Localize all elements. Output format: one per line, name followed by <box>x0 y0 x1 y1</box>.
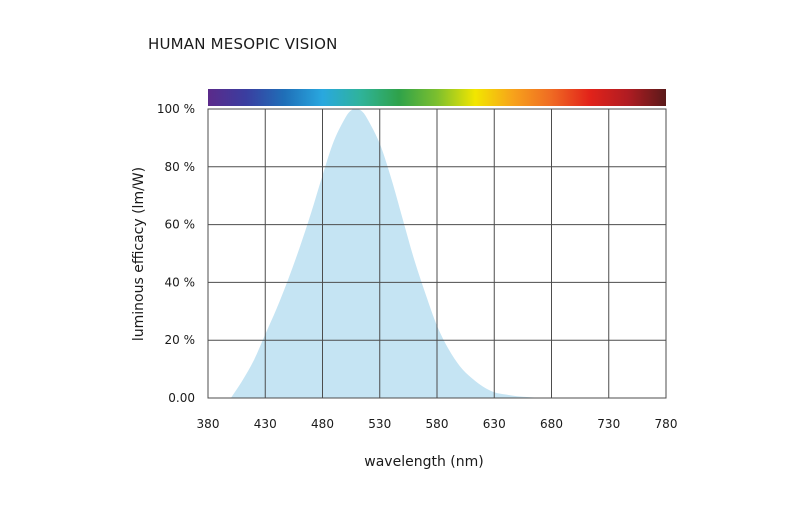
efficacy-area <box>230 108 552 398</box>
y-tick-label: 0.00 <box>168 391 195 405</box>
x-axis-label: wavelength (nm) <box>364 454 483 470</box>
x-tick-label: 430 <box>254 417 277 431</box>
x-tick-label: 730 <box>597 417 620 431</box>
x-tick-label: 380 <box>197 417 220 431</box>
spectrum-color-bar <box>208 89 666 106</box>
x-tick-label: 480 <box>311 417 334 431</box>
grid <box>208 109 666 398</box>
x-tick-label: 630 <box>483 417 506 431</box>
chart-title: HUMAN MESOPIC VISION <box>148 35 338 53</box>
x-tick-label: 680 <box>540 417 563 431</box>
y-tick-label: 80 % <box>165 160 196 174</box>
y-axis-label: luminous efficacy (lm/W) <box>131 167 147 341</box>
y-tick-label: 60 % <box>165 218 196 232</box>
y-tick-label: 40 % <box>165 275 196 289</box>
y-axis-ticks: 0.00 20 % 40 % 60 % 80 % 100 % <box>157 102 195 405</box>
x-axis-ticks: 380 430 480 530 580 630 680 730 780 <box>197 417 678 431</box>
x-tick-label: 580 <box>426 417 449 431</box>
y-tick-label: 20 % <box>165 333 196 347</box>
x-tick-label: 530 <box>368 417 391 431</box>
y-tick-label: 100 % <box>157 102 195 116</box>
x-tick-label: 780 <box>655 417 678 431</box>
plot-frame <box>207 108 667 399</box>
